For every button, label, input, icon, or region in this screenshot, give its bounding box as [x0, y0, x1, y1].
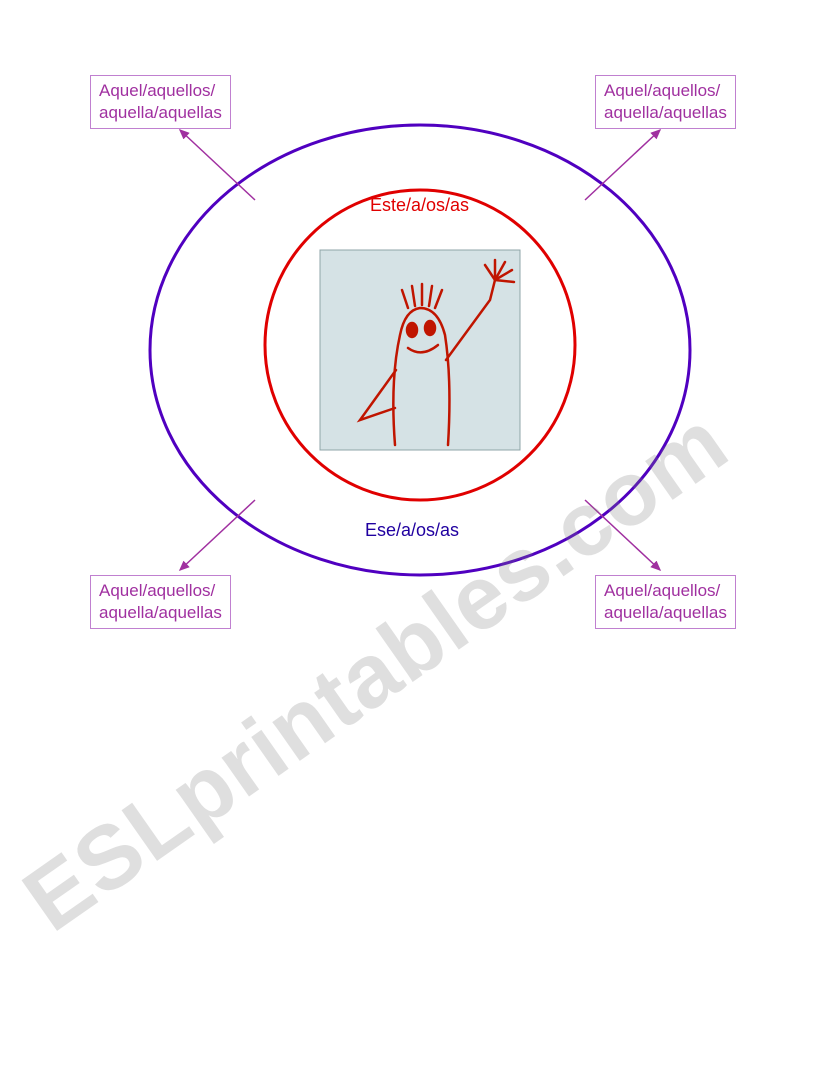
corner-label-line1: Aquel/aquellos/: [99, 81, 215, 100]
corner-label-bl: Aquel/aquellos/ aquella/aquellas: [90, 575, 231, 629]
corner-label-line1: Aquel/aquellos/: [99, 581, 215, 600]
arrow-bl: [180, 500, 255, 570]
corner-label-line1: Aquel/aquellos/: [604, 81, 720, 100]
corner-label-br: Aquel/aquellos/ aquella/aquellas: [595, 575, 736, 629]
arrow-tr: [585, 130, 660, 200]
diagram-container: Este/a/os/as Ese/a/os/as Aquel/aquellos/…: [0, 0, 838, 1086]
outer-ellipse-label: Ese/a/os/as: [365, 520, 459, 541]
corner-label-line1: Aquel/aquellos/: [604, 581, 720, 600]
arrow-tl: [180, 130, 255, 200]
corner-label-line2: aquella/aquellas: [99, 103, 222, 122]
corner-label-line2: aquella/aquellas: [604, 103, 727, 122]
corner-label-tr: Aquel/aquellos/ aquella/aquellas: [595, 75, 736, 129]
corner-label-line2: aquella/aquellas: [99, 603, 222, 622]
center-image-bg: [320, 250, 520, 450]
corner-label-tl: Aquel/aquellos/ aquella/aquellas: [90, 75, 231, 129]
corner-label-line2: aquella/aquellas: [604, 603, 727, 622]
diagram-svg: [0, 0, 838, 1086]
inner-circle-label: Este/a/os/as: [370, 195, 469, 216]
arrow-br: [585, 500, 660, 570]
